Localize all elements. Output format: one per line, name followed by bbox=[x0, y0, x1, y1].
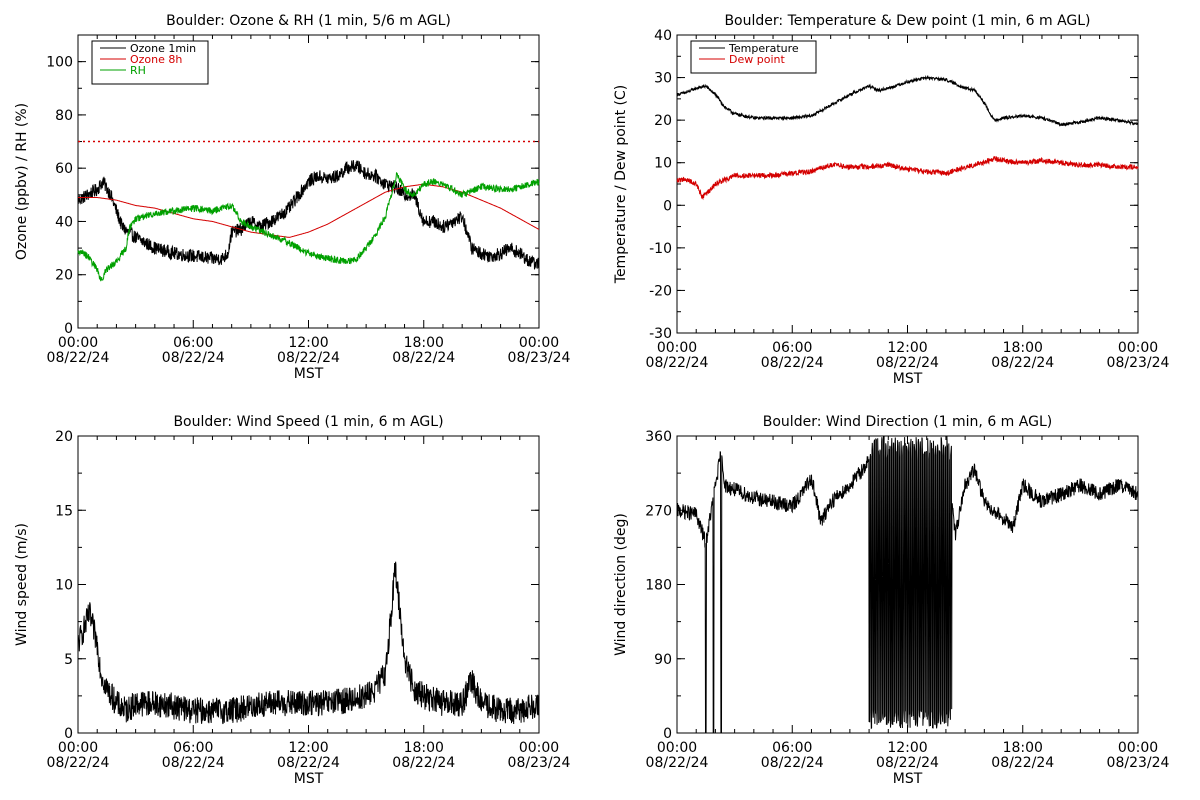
x-tick-time-label: 12:00 bbox=[288, 335, 328, 351]
x-tick-date-label: 08/22/24 bbox=[991, 355, 1054, 371]
y-tick-label: 20 bbox=[55, 429, 73, 445]
x-tick-time-label: 06:00 bbox=[173, 335, 213, 351]
y-tick-label: -10 bbox=[649, 241, 672, 257]
legend-label: Temperature bbox=[728, 42, 799, 55]
series-line bbox=[77, 172, 540, 282]
x-tick-time-label: 00:00 bbox=[58, 335, 98, 351]
series-line bbox=[77, 561, 540, 725]
series-line bbox=[676, 435, 1139, 734]
x-tick-time-label: 00:00 bbox=[519, 740, 559, 756]
legend-label: RH bbox=[130, 64, 146, 77]
series-line bbox=[676, 74, 1139, 127]
legend-label: Ozone 8h bbox=[130, 53, 182, 66]
series-line bbox=[676, 155, 1139, 201]
x-tick-time-label: 06:00 bbox=[772, 340, 812, 356]
x-tick-time-label: 18:00 bbox=[404, 335, 444, 351]
y-tick-label: 60 bbox=[55, 161, 73, 177]
y-tick-label: 30 bbox=[654, 71, 672, 87]
y-tick-label: 90 bbox=[654, 652, 672, 668]
y-axis-label: Wind speed (m/s) bbox=[14, 523, 30, 646]
x-tick-date-label: 08/22/24 bbox=[392, 350, 455, 366]
y-tick-label: 0 bbox=[64, 321, 73, 337]
y-tick-label: 0 bbox=[64, 726, 73, 742]
x-axis-label: MST bbox=[294, 771, 324, 787]
y-tick-label: 40 bbox=[55, 214, 73, 230]
x-tick-time-label: 18:00 bbox=[1003, 740, 1043, 756]
x-tick-time-label: 18:00 bbox=[404, 740, 444, 756]
x-tick-date-label: 08/22/24 bbox=[991, 755, 1054, 771]
x-tick-date-label: 08/23/24 bbox=[1107, 355, 1170, 371]
x-tick-date-label: 08/22/24 bbox=[876, 755, 939, 771]
x-tick-date-label: 08/22/24 bbox=[876, 355, 939, 371]
x-tick-date-label: 08/22/24 bbox=[47, 755, 110, 771]
y-tick-label: 100 bbox=[46, 55, 73, 71]
y-tick-label: 20 bbox=[55, 268, 73, 284]
chart-panel-3: Boulder: Wind Speed (1 min, 6 m AGL) 0 5 10… bbox=[14, 414, 571, 787]
chart-panel-2: Boulder: Temperature & Dew point (1 min,… bbox=[613, 13, 1170, 387]
plot-frame bbox=[77, 435, 540, 734]
x-tick-time-label: 00:00 bbox=[519, 335, 559, 351]
x-axis-label: MST bbox=[893, 771, 923, 787]
y-tick-label: 10 bbox=[55, 578, 73, 594]
x-tick-date-label: 08/23/24 bbox=[508, 755, 571, 771]
x-tick-time-label: 12:00 bbox=[288, 740, 328, 756]
x-tick-time-label: 00:00 bbox=[657, 740, 697, 756]
y-tick-label: 0 bbox=[663, 726, 672, 742]
y-tick-label: 360 bbox=[645, 429, 672, 445]
chart-title: Boulder: Ozone & RH (1 min, 5/6 m AGL) bbox=[166, 13, 451, 29]
legend-label: Dew point bbox=[729, 53, 785, 66]
series-line bbox=[77, 160, 540, 270]
x-axis-label: MST bbox=[294, 366, 324, 382]
x-tick-time-label: 00:00 bbox=[657, 340, 697, 356]
x-tick-date-label: 08/22/24 bbox=[392, 755, 455, 771]
x-tick-date-label: 08/22/24 bbox=[162, 755, 225, 771]
x-tick-time-label: 00:00 bbox=[1118, 340, 1158, 356]
x-tick-time-label: 06:00 bbox=[173, 740, 213, 756]
x-tick-time-label: 00:00 bbox=[58, 740, 98, 756]
y-axis-label: Temperature / Dew point (C) bbox=[613, 85, 629, 284]
y-tick-label: 20 bbox=[654, 113, 672, 129]
x-tick-date-label: 08/22/24 bbox=[646, 755, 709, 771]
x-tick-date-label: 08/22/24 bbox=[646, 355, 709, 371]
y-tick-label: 5 bbox=[64, 652, 73, 668]
chart-panel-1: Boulder: Ozone & RH (1 min, 5/6 m AGL) 0 2… bbox=[14, 13, 571, 382]
y-tick-label: 80 bbox=[55, 108, 73, 124]
x-axis-label: MST bbox=[893, 371, 923, 387]
x-tick-time-label: 00:00 bbox=[1118, 740, 1158, 756]
y-axis-label: Ozone (ppbv) / RH (%) bbox=[14, 103, 30, 260]
chart-title: Boulder: Temperature & Dew point (1 min,… bbox=[724, 13, 1090, 29]
x-tick-date-label: 08/22/24 bbox=[761, 755, 824, 771]
x-tick-time-label: 12:00 bbox=[887, 740, 927, 756]
chart-title: Boulder: Wind Direction (1 min, 6 m AGL) bbox=[763, 414, 1052, 430]
y-tick-label: -30 bbox=[649, 326, 672, 342]
y-tick-label: 40 bbox=[654, 28, 672, 44]
y-tick-label: 270 bbox=[645, 503, 672, 519]
legend-label: Ozone 1min bbox=[130, 42, 196, 55]
y-tick-label: 0 bbox=[663, 198, 672, 214]
y-tick-label: 10 bbox=[654, 156, 672, 172]
legend-box bbox=[690, 40, 817, 74]
x-tick-date-label: 08/22/24 bbox=[47, 350, 110, 366]
x-tick-date-label: 08/22/24 bbox=[277, 755, 340, 771]
y-tick-label: 180 bbox=[645, 578, 672, 594]
y-axis-label: Wind direction (deg) bbox=[613, 513, 629, 656]
chart-title: Boulder: Wind Speed (1 min, 6 m AGL) bbox=[173, 414, 443, 430]
y-tick-label: -20 bbox=[649, 283, 672, 299]
x-tick-time-label: 12:00 bbox=[887, 340, 927, 356]
x-tick-time-label: 06:00 bbox=[772, 740, 812, 756]
x-tick-date-label: 08/22/24 bbox=[761, 355, 824, 371]
x-tick-date-label: 08/22/24 bbox=[162, 350, 225, 366]
x-tick-date-label: 08/23/24 bbox=[508, 350, 571, 366]
plot-frame bbox=[676, 34, 1139, 334]
y-tick-label: 15 bbox=[55, 503, 73, 519]
series-line bbox=[78, 183, 540, 238]
x-tick-time-label: 18:00 bbox=[1003, 340, 1043, 356]
x-tick-date-label: 08/22/24 bbox=[277, 350, 340, 366]
x-tick-date-label: 08/23/24 bbox=[1107, 755, 1170, 771]
chart-panel-4: Boulder: Wind Direction (1 min, 6 m AGL)… bbox=[613, 414, 1170, 787]
